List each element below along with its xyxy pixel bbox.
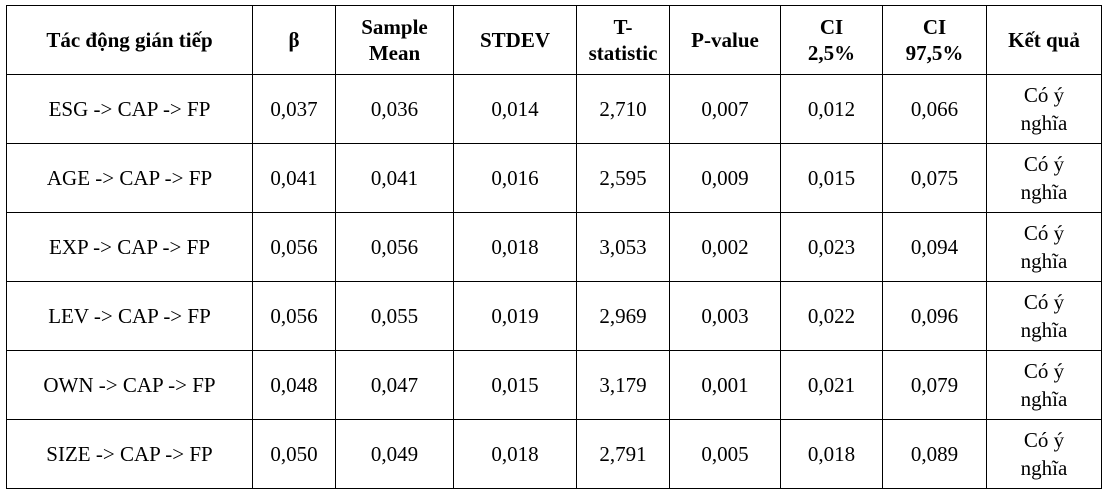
p-value-cell: 0,003	[669, 281, 781, 351]
header-label: Tác động gián tiếp	[46, 28, 213, 52]
header-label: 2,5%	[807, 41, 856, 65]
t-statistic-cell: 2,710	[576, 74, 670, 144]
p-value-cell: 0,007	[669, 74, 781, 144]
header-label: Mean	[368, 41, 421, 65]
p-value-cell: 0,005	[669, 419, 781, 489]
header-label: 97,5%	[905, 41, 964, 65]
header-ci-lower: CI 2,5%	[780, 5, 883, 75]
header-label: statistic	[588, 41, 658, 65]
sample-mean-cell: 0,049	[335, 419, 454, 489]
p-value-cell: 0,009	[669, 143, 781, 213]
beta-cell: 0,050	[252, 419, 336, 489]
result-line: Có ý	[1023, 359, 1065, 383]
path-cell: OWN -> CAP -> FP	[6, 350, 253, 420]
result-line: Có ý	[1023, 290, 1065, 314]
result-line: Có ý	[1023, 83, 1065, 107]
path-cell: EXP -> CAP -> FP	[6, 212, 253, 282]
stdev-cell: 0,014	[453, 74, 577, 144]
ci-upper-cell: 0,079	[882, 350, 987, 420]
sample-mean-cell: 0,055	[335, 281, 454, 351]
stdev-cell: 0,018	[453, 419, 577, 489]
header-label: CI	[819, 15, 844, 39]
result-cell: Có ý nghĩa	[986, 74, 1102, 144]
header-ci-upper: CI 97,5%	[882, 5, 987, 75]
result-line: Có ý	[1023, 221, 1065, 245]
result-cell: Có ý nghĩa	[986, 281, 1102, 351]
result-line: nghĩa	[1020, 387, 1068, 411]
t-statistic-cell: 2,595	[576, 143, 670, 213]
ci-upper-cell: 0,075	[882, 143, 987, 213]
result-cell: Có ý nghĩa	[986, 212, 1102, 282]
header-row: Tác động gián tiếp β Sample Mean STDEV T-…	[6, 5, 1102, 75]
path-cell: SIZE -> CAP -> FP	[6, 419, 253, 489]
t-statistic-cell: 2,969	[576, 281, 670, 351]
header-stdev: STDEV	[453, 5, 577, 75]
beta-cell: 0,037	[252, 74, 336, 144]
header-label: Kết quả	[1008, 28, 1080, 52]
p-value-cell: 0,001	[669, 350, 781, 420]
ci-lower-cell: 0,018	[780, 419, 883, 489]
ci-upper-cell: 0,089	[882, 419, 987, 489]
t-statistic-cell: 3,053	[576, 212, 670, 282]
result-line: nghĩa	[1020, 318, 1068, 342]
table-row: OWN -> CAP -> FP 0,048 0,047 0,015 3,179…	[6, 350, 1102, 420]
header-label: Sample	[361, 15, 428, 39]
header-beta: β	[252, 5, 336, 75]
beta-cell: 0,048	[252, 350, 336, 420]
beta-cell: 0,056	[252, 281, 336, 351]
t-statistic-cell: 2,791	[576, 419, 670, 489]
header-sample-mean: Sample Mean	[335, 5, 454, 75]
result-line: Có ý	[1023, 428, 1065, 452]
table-row: LEV -> CAP -> FP 0,056 0,055 0,019 2,969…	[6, 281, 1102, 351]
ci-lower-cell: 0,021	[780, 350, 883, 420]
table-row: ESG -> CAP -> FP 0,037 0,036 0,014 2,710…	[6, 74, 1102, 144]
result-cell: Có ý nghĩa	[986, 419, 1102, 489]
results-table: Tác động gián tiếp β Sample Mean STDEV T-…	[6, 5, 1102, 489]
stdev-cell: 0,016	[453, 143, 577, 213]
result-cell: Có ý nghĩa	[986, 350, 1102, 420]
table-row: SIZE -> CAP -> FP 0,050 0,049 0,018 2,79…	[6, 419, 1102, 489]
sample-mean-cell: 0,036	[335, 74, 454, 144]
header-label: β	[288, 28, 300, 52]
ci-lower-cell: 0,015	[780, 143, 883, 213]
sample-mean-cell: 0,056	[335, 212, 454, 282]
header-indirect-effect: Tác động gián tiếp	[6, 5, 253, 75]
ci-upper-cell: 0,066	[882, 74, 987, 144]
table-row: AGE -> CAP -> FP 0,041 0,041 0,016 2,595…	[6, 143, 1102, 213]
header-label: T-	[613, 15, 633, 39]
result-line: nghĩa	[1020, 456, 1068, 480]
result-line: nghĩa	[1020, 249, 1068, 273]
stdev-cell: 0,015	[453, 350, 577, 420]
result-line: Có ý	[1023, 152, 1065, 176]
sample-mean-cell: 0,041	[335, 143, 454, 213]
header-label: STDEV	[479, 28, 551, 52]
header-p-value: P-value	[669, 5, 781, 75]
result-cell: Có ý nghĩa	[986, 143, 1102, 213]
ci-lower-cell: 0,012	[780, 74, 883, 144]
header-t-statistic: T-statistic	[576, 5, 670, 75]
beta-cell: 0,056	[252, 212, 336, 282]
ci-lower-cell: 0,023	[780, 212, 883, 282]
stdev-cell: 0,018	[453, 212, 577, 282]
header-result: Kết quả	[986, 5, 1102, 75]
result-line: nghĩa	[1020, 111, 1068, 135]
ci-upper-cell: 0,096	[882, 281, 987, 351]
header-label: CI	[922, 15, 947, 39]
path-cell: ESG -> CAP -> FP	[6, 74, 253, 144]
sample-mean-cell: 0,047	[335, 350, 454, 420]
result-line: nghĩa	[1020, 180, 1068, 204]
path-cell: LEV -> CAP -> FP	[6, 281, 253, 351]
ci-lower-cell: 0,022	[780, 281, 883, 351]
beta-cell: 0,041	[252, 143, 336, 213]
path-cell: AGE -> CAP -> FP	[6, 143, 253, 213]
ci-upper-cell: 0,094	[882, 212, 987, 282]
header-label: P-value	[691, 28, 759, 52]
p-value-cell: 0,002	[669, 212, 781, 282]
table-row: EXP -> CAP -> FP 0,056 0,056 0,018 3,053…	[6, 212, 1102, 282]
t-statistic-cell: 3,179	[576, 350, 670, 420]
stdev-cell: 0,019	[453, 281, 577, 351]
